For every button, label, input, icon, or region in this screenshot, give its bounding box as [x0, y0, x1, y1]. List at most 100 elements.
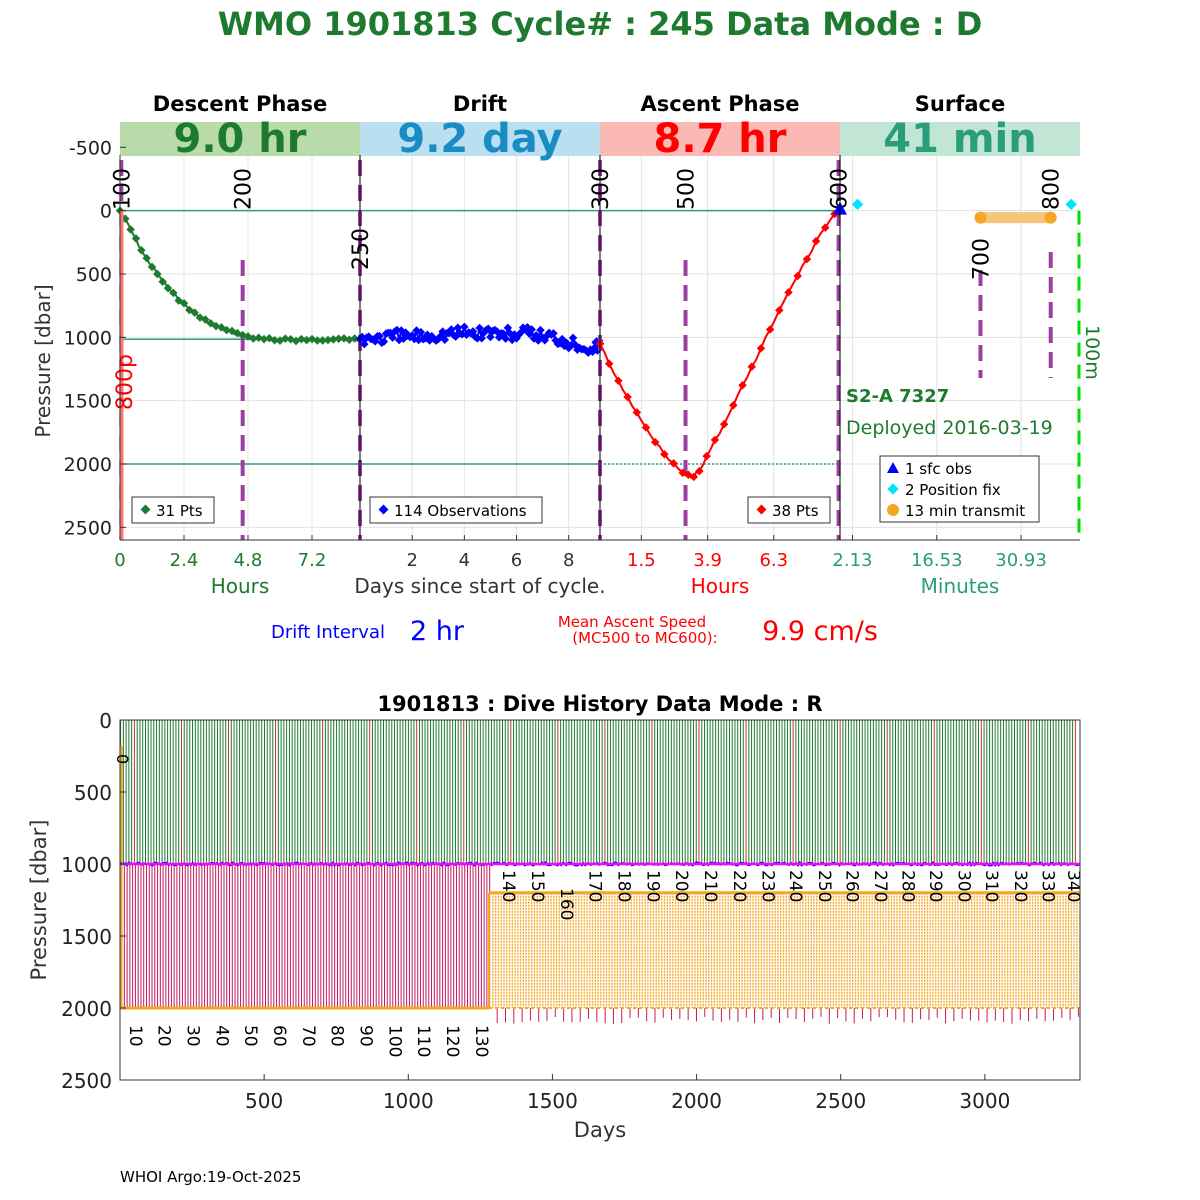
legend-label: 38 Pts: [772, 502, 819, 520]
ascent-speed-label-line2: (MC500 to MC600):: [572, 629, 717, 647]
cycle-label: 130: [471, 1025, 491, 1057]
x-tick-label: 2.4: [170, 550, 199, 571]
cycle-label: 60: [269, 1025, 289, 1047]
cycle-label: 190: [642, 870, 662, 902]
x-tick-label: 30.93: [995, 550, 1047, 571]
phase-duration-value: 41 min: [883, 116, 1036, 162]
legend-label: 1 sfc obs: [905, 460, 972, 478]
mc-marker-label: 700: [969, 238, 994, 280]
cycle-label: 250: [814, 870, 834, 902]
data-point: [201, 315, 210, 324]
float-type-label: S2-A 7327: [846, 386, 949, 407]
data-point: [142, 253, 151, 263]
x-axis-label: Days: [574, 1118, 626, 1142]
phase-legend: 31 Pts: [131, 496, 215, 524]
dive-history-chart: 1901813 : Dive History Data Mode : R 0 10 2…: [27, 692, 1083, 1142]
data-point: [747, 362, 756, 371]
y-tick-label: 500: [74, 781, 112, 805]
data-point: [719, 419, 729, 429]
y-tick-label: 500: [76, 264, 112, 286]
data-point: [350, 334, 359, 343]
data-point: [729, 400, 738, 410]
phase-unit-label: Minutes: [921, 574, 1000, 598]
cycle-label: 40: [211, 1025, 231, 1047]
cycle-label: 80: [327, 1025, 347, 1047]
data-point: [536, 325, 545, 335]
x-axis-caption: Days since start of cycle.: [354, 574, 605, 598]
cycle-label: 170: [585, 870, 605, 902]
x-tick-label: 500: [245, 1089, 283, 1113]
phase-legend: 114 Observations: [369, 496, 543, 524]
drift-interval-value: 2 hr: [410, 616, 465, 647]
phase-unit-label: Hours: [211, 574, 270, 598]
x-tick-label: 1.5: [627, 550, 656, 571]
data-point: [302, 335, 311, 345]
drift-and-ascent-info: Drift Interval 2 hr Mean Ascent Speed (M…: [271, 613, 878, 647]
data-point: [460, 322, 469, 332]
end-marker-label: 100m: [1081, 325, 1103, 380]
descent-annotation: 800p: [113, 354, 138, 410]
x-tick-label: 16.53: [911, 550, 963, 571]
deployment-date-label: Deployed 2016-03-19: [846, 417, 1053, 439]
data-point: [153, 269, 162, 279]
data-point: [738, 381, 747, 390]
cycle-label: 270: [870, 870, 890, 902]
mc-marker-label: 250: [349, 228, 374, 270]
phase-duration-band: [840, 122, 1080, 156]
phase-duration-value: 9.0 hr: [174, 116, 307, 162]
data-point: [440, 335, 450, 345]
dive-history-frame: [119, 719, 1081, 1081]
x-tick-label: 2000: [671, 1089, 722, 1113]
data-point: [126, 225, 135, 234]
data-point: [270, 335, 279, 345]
position-fix-marker: [1065, 198, 1077, 210]
data-point: [756, 344, 766, 353]
legend-marker: [140, 504, 151, 515]
phase-duration-band: [600, 122, 840, 156]
data-point: [784, 288, 793, 297]
data-point: [360, 339, 369, 349]
mc-marker-label: 200: [232, 168, 257, 210]
data-point: [527, 325, 536, 334]
data-point: [695, 466, 704, 476]
y-tick-label: 2500: [61, 1069, 112, 1093]
ascent-speed-label-line1: Mean Ascent Speed: [558, 613, 706, 631]
data-point: [249, 334, 258, 343]
data-point: [379, 337, 389, 346]
data-point: [702, 451, 711, 461]
page-title: WMO 1901813 Cycle# : 245 Data Mode : D: [218, 5, 983, 43]
legend-marker: [378, 504, 389, 515]
legend-box: [369, 496, 543, 524]
x-tick-label: 0: [114, 550, 125, 571]
phase-duration-value: 9.2 day: [397, 116, 562, 162]
phase-duration-band: [120, 122, 360, 156]
x-tick-label: 6: [511, 550, 522, 571]
cycle-label: 310: [981, 870, 1001, 902]
y-tick-label: 2500: [64, 517, 112, 539]
mc-marker-label: 800: [1040, 168, 1065, 210]
mc-marker-label: 300: [589, 168, 614, 210]
transmit-point: [1044, 211, 1057, 224]
y-tick-label: 1000: [61, 853, 112, 877]
cycle-label: 230: [758, 870, 778, 902]
data-point: [501, 334, 510, 343]
cycle-label: 100: [384, 1025, 404, 1057]
data-point: [375, 331, 384, 341]
legend-label: 2 Position fix: [905, 481, 1001, 499]
data-point: [281, 334, 290, 343]
legend-label: 114 Observations: [394, 502, 527, 520]
x-tick-label: 1000: [383, 1089, 434, 1113]
x-tick-label: 3000: [959, 1089, 1010, 1113]
cycle-label: 200: [671, 870, 691, 902]
data-point: [190, 308, 199, 317]
data-point: [775, 306, 784, 315]
transmit-point: [974, 211, 987, 224]
legend-label: 31 Pts: [156, 502, 203, 520]
data-point: [641, 423, 651, 432]
position-fix-marker: [851, 198, 864, 210]
data-point: [650, 437, 660, 447]
